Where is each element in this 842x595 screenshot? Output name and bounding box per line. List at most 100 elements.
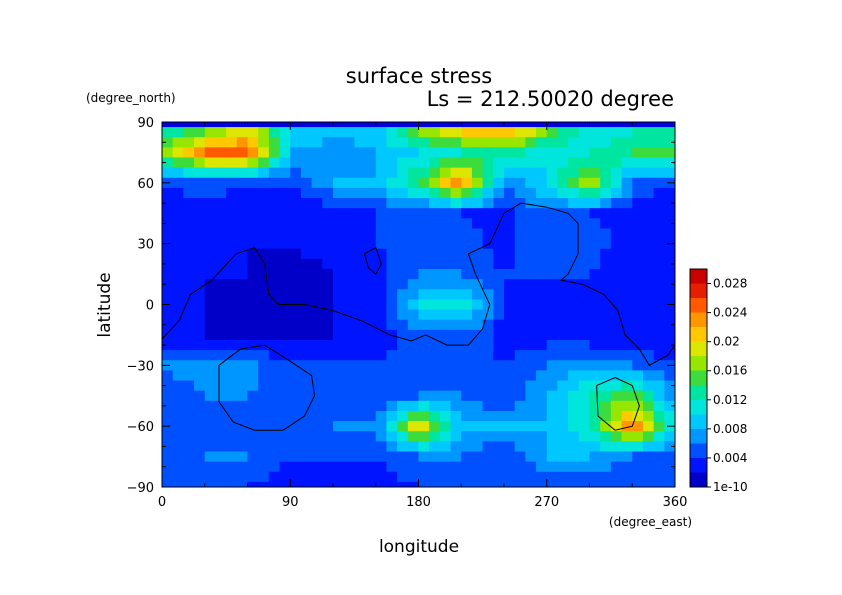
field-cell — [375, 218, 388, 230]
field-cell — [536, 279, 548, 290]
field-cell — [236, 167, 249, 179]
field-cell — [236, 127, 249, 138]
field-cell — [322, 248, 334, 260]
field-cell — [610, 390, 623, 402]
field-cell — [429, 279, 441, 290]
field-cell — [183, 360, 195, 372]
field-cell — [183, 157, 195, 169]
field-cell — [642, 279, 655, 290]
y-tick-label: 90 — [137, 116, 154, 131]
field-cell — [365, 279, 377, 290]
field-cell — [247, 360, 259, 372]
field-cell — [194, 431, 206, 442]
field-cell — [439, 238, 452, 250]
field-cell — [204, 208, 217, 219]
field-cell — [226, 127, 238, 138]
field-cell — [194, 309, 206, 321]
field-cell — [536, 177, 548, 189]
field-cell — [204, 157, 217, 169]
field-cell — [600, 238, 612, 250]
field-cell — [632, 390, 644, 402]
field-cell — [194, 370, 206, 382]
field-cell — [471, 127, 484, 138]
field-cell — [290, 451, 302, 463]
field-cell — [290, 218, 302, 230]
field-cell — [322, 187, 334, 199]
field-cell — [578, 441, 591, 453]
field-cell — [194, 248, 206, 260]
field-cell — [589, 198, 601, 209]
field-cell — [621, 380, 633, 392]
field-cell — [215, 157, 227, 169]
field-cell — [386, 431, 398, 442]
field-cell — [397, 360, 409, 372]
field-cell — [557, 319, 569, 331]
field-cell — [162, 269, 174, 280]
field-cell — [525, 309, 537, 321]
field-cell — [386, 360, 398, 372]
field-cell — [194, 228, 206, 240]
field-cell — [642, 299, 655, 311]
field-cell — [258, 187, 270, 199]
field-cell — [343, 177, 355, 189]
field-cell — [600, 431, 612, 442]
field-cell — [183, 187, 195, 199]
field-cell — [333, 441, 345, 453]
field-cell — [258, 299, 270, 311]
field-cell — [632, 157, 644, 169]
field-cell — [450, 269, 462, 280]
field-cell — [632, 421, 644, 432]
field-cell — [215, 137, 227, 148]
field-cell — [279, 461, 291, 473]
field-cell — [247, 228, 259, 240]
field-cell — [461, 137, 473, 148]
field-cell — [247, 410, 259, 422]
field-cell — [642, 289, 655, 301]
field-cell — [268, 350, 281, 361]
field-cell — [557, 147, 569, 159]
field-cell — [450, 167, 462, 179]
field-cell — [578, 167, 591, 179]
field-cell — [546, 167, 559, 179]
field-cell — [375, 208, 388, 219]
field-cell — [322, 481, 334, 487]
field-cell — [632, 228, 644, 240]
field-cell — [343, 481, 355, 487]
field-cell — [461, 329, 473, 341]
field-cell — [557, 329, 569, 341]
field-cell — [568, 370, 580, 382]
field-cell — [621, 410, 633, 422]
field-cell — [215, 350, 227, 361]
field-cell — [568, 177, 580, 189]
field-cell — [268, 481, 281, 487]
field-cell — [365, 238, 377, 250]
field-cell — [354, 481, 366, 487]
field-cell — [621, 441, 633, 453]
field-cell — [247, 400, 259, 412]
field-cell — [183, 431, 195, 442]
field-cell — [333, 329, 345, 341]
field-cell — [215, 461, 227, 473]
field-cell — [258, 309, 270, 321]
field-cell — [311, 187, 323, 199]
field-cell — [407, 248, 420, 260]
field-cell — [183, 481, 195, 487]
field-cell — [333, 238, 345, 250]
field-cell — [204, 461, 217, 473]
field-cell — [546, 471, 559, 483]
field-cell — [204, 238, 217, 250]
field-cell — [226, 167, 238, 179]
field-cell — [397, 187, 409, 199]
field-cell — [439, 410, 452, 422]
field-cell — [226, 319, 238, 331]
field-cell — [653, 360, 665, 372]
field-cell — [653, 137, 665, 148]
field-cell — [183, 198, 195, 209]
field-cell — [418, 248, 430, 260]
field-cell — [172, 421, 184, 432]
field-cell — [642, 410, 655, 422]
field-cell — [162, 400, 174, 412]
field-cell — [664, 380, 675, 392]
field-cell — [311, 329, 323, 341]
field-cell — [493, 431, 505, 442]
